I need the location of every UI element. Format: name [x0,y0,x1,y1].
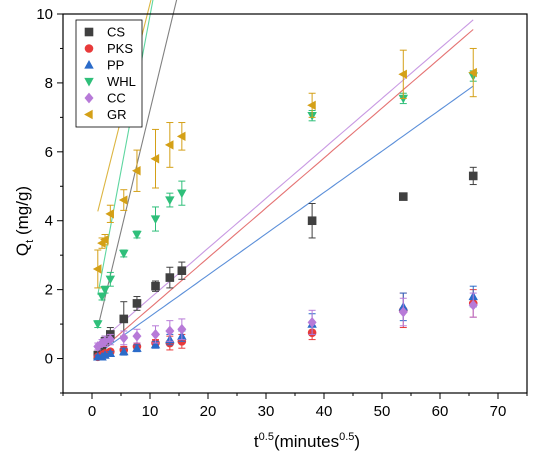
data-point [176,131,186,142]
data-point [307,216,317,226]
x-tick-label: 60 [432,403,449,420]
data-point [468,171,478,181]
x-tick-label: 10 [142,403,159,420]
data-point [468,299,478,311]
x-tick-label: 40 [316,403,333,420]
data-point [132,230,142,240]
data-point [165,325,175,337]
legend-label: PKS [107,41,133,56]
legend-marker [84,44,94,53]
data-point [119,332,129,344]
data-point [105,334,115,345]
data-point [177,323,187,335]
legend-box [75,19,143,128]
data-point [398,94,409,104]
data-point [132,343,142,352]
legend-label: GR [107,107,127,122]
data-point [165,196,175,205]
data-point [100,234,109,245]
legend-marker [84,109,93,120]
legend-label: CS [107,25,125,40]
axes: 0 10 20 30 40 50 60 70 0 2 4 6 8 10 [36,6,528,420]
x-tick-label: 20 [200,403,217,420]
series-pks [93,289,478,362]
plot-area [92,0,478,362]
data-point [105,348,116,358]
x-axis-title: t0.5(minutes0.5) [254,431,360,451]
legend-marker [84,92,94,104]
data-point [97,292,107,302]
data-point [177,189,187,199]
fit-curve-pp [97,85,474,355]
data-point [150,215,161,224]
data-point [150,339,161,349]
data-point [118,195,128,205]
data-point [398,69,407,80]
fit-curve-cc [97,19,474,344]
data-point [119,314,129,324]
legend-label: WHL [107,74,136,89]
x-tick-label: 0 [88,403,96,420]
legend-marker [84,27,94,37]
x-tick-label: 70 [490,403,507,420]
fit-curve-cs [97,0,178,328]
fit-curve-gr [97,0,152,212]
series-cs [93,166,478,360]
y-tick-label: 8 [45,75,53,92]
fit-curve-pks [97,29,474,354]
data-point [119,346,129,356]
y-tick-label: 0 [45,351,53,368]
data-point [177,266,187,275]
data-point [150,329,161,340]
y-tick-label: 6 [45,144,53,161]
data-point [398,306,408,318]
data-point [119,249,129,259]
data-point [93,320,103,330]
legend-label: PP [107,58,124,73]
data-point [150,153,160,164]
legend-marker [84,60,94,69]
y-tick-label: 2 [45,282,53,299]
data-point [92,264,102,274]
data-point [132,299,142,308]
data-point [307,316,317,328]
y-tick-label: 4 [45,213,53,230]
data-point [151,281,160,291]
data-point [100,335,110,347]
data-point [307,100,316,111]
x-tick-label: 30 [258,403,275,420]
legend-marker [84,77,94,87]
data-point [132,166,141,176]
y-axis-title: Qt (mg/g) [13,186,36,256]
fit-curve-whl [97,0,154,295]
x-tick-label: 50 [374,403,391,420]
data-point [398,192,408,201]
series-gr [92,47,477,289]
series-whl [93,70,478,330]
y-tick-label: 10 [36,6,53,23]
data-point [105,209,114,219]
data-point [105,275,116,285]
legend-label: CC [107,91,126,106]
data-point [132,330,142,342]
series-cc [93,292,478,352]
data-point [164,140,174,150]
data-point [468,67,477,78]
data-point [100,285,110,295]
data-point [165,273,175,282]
